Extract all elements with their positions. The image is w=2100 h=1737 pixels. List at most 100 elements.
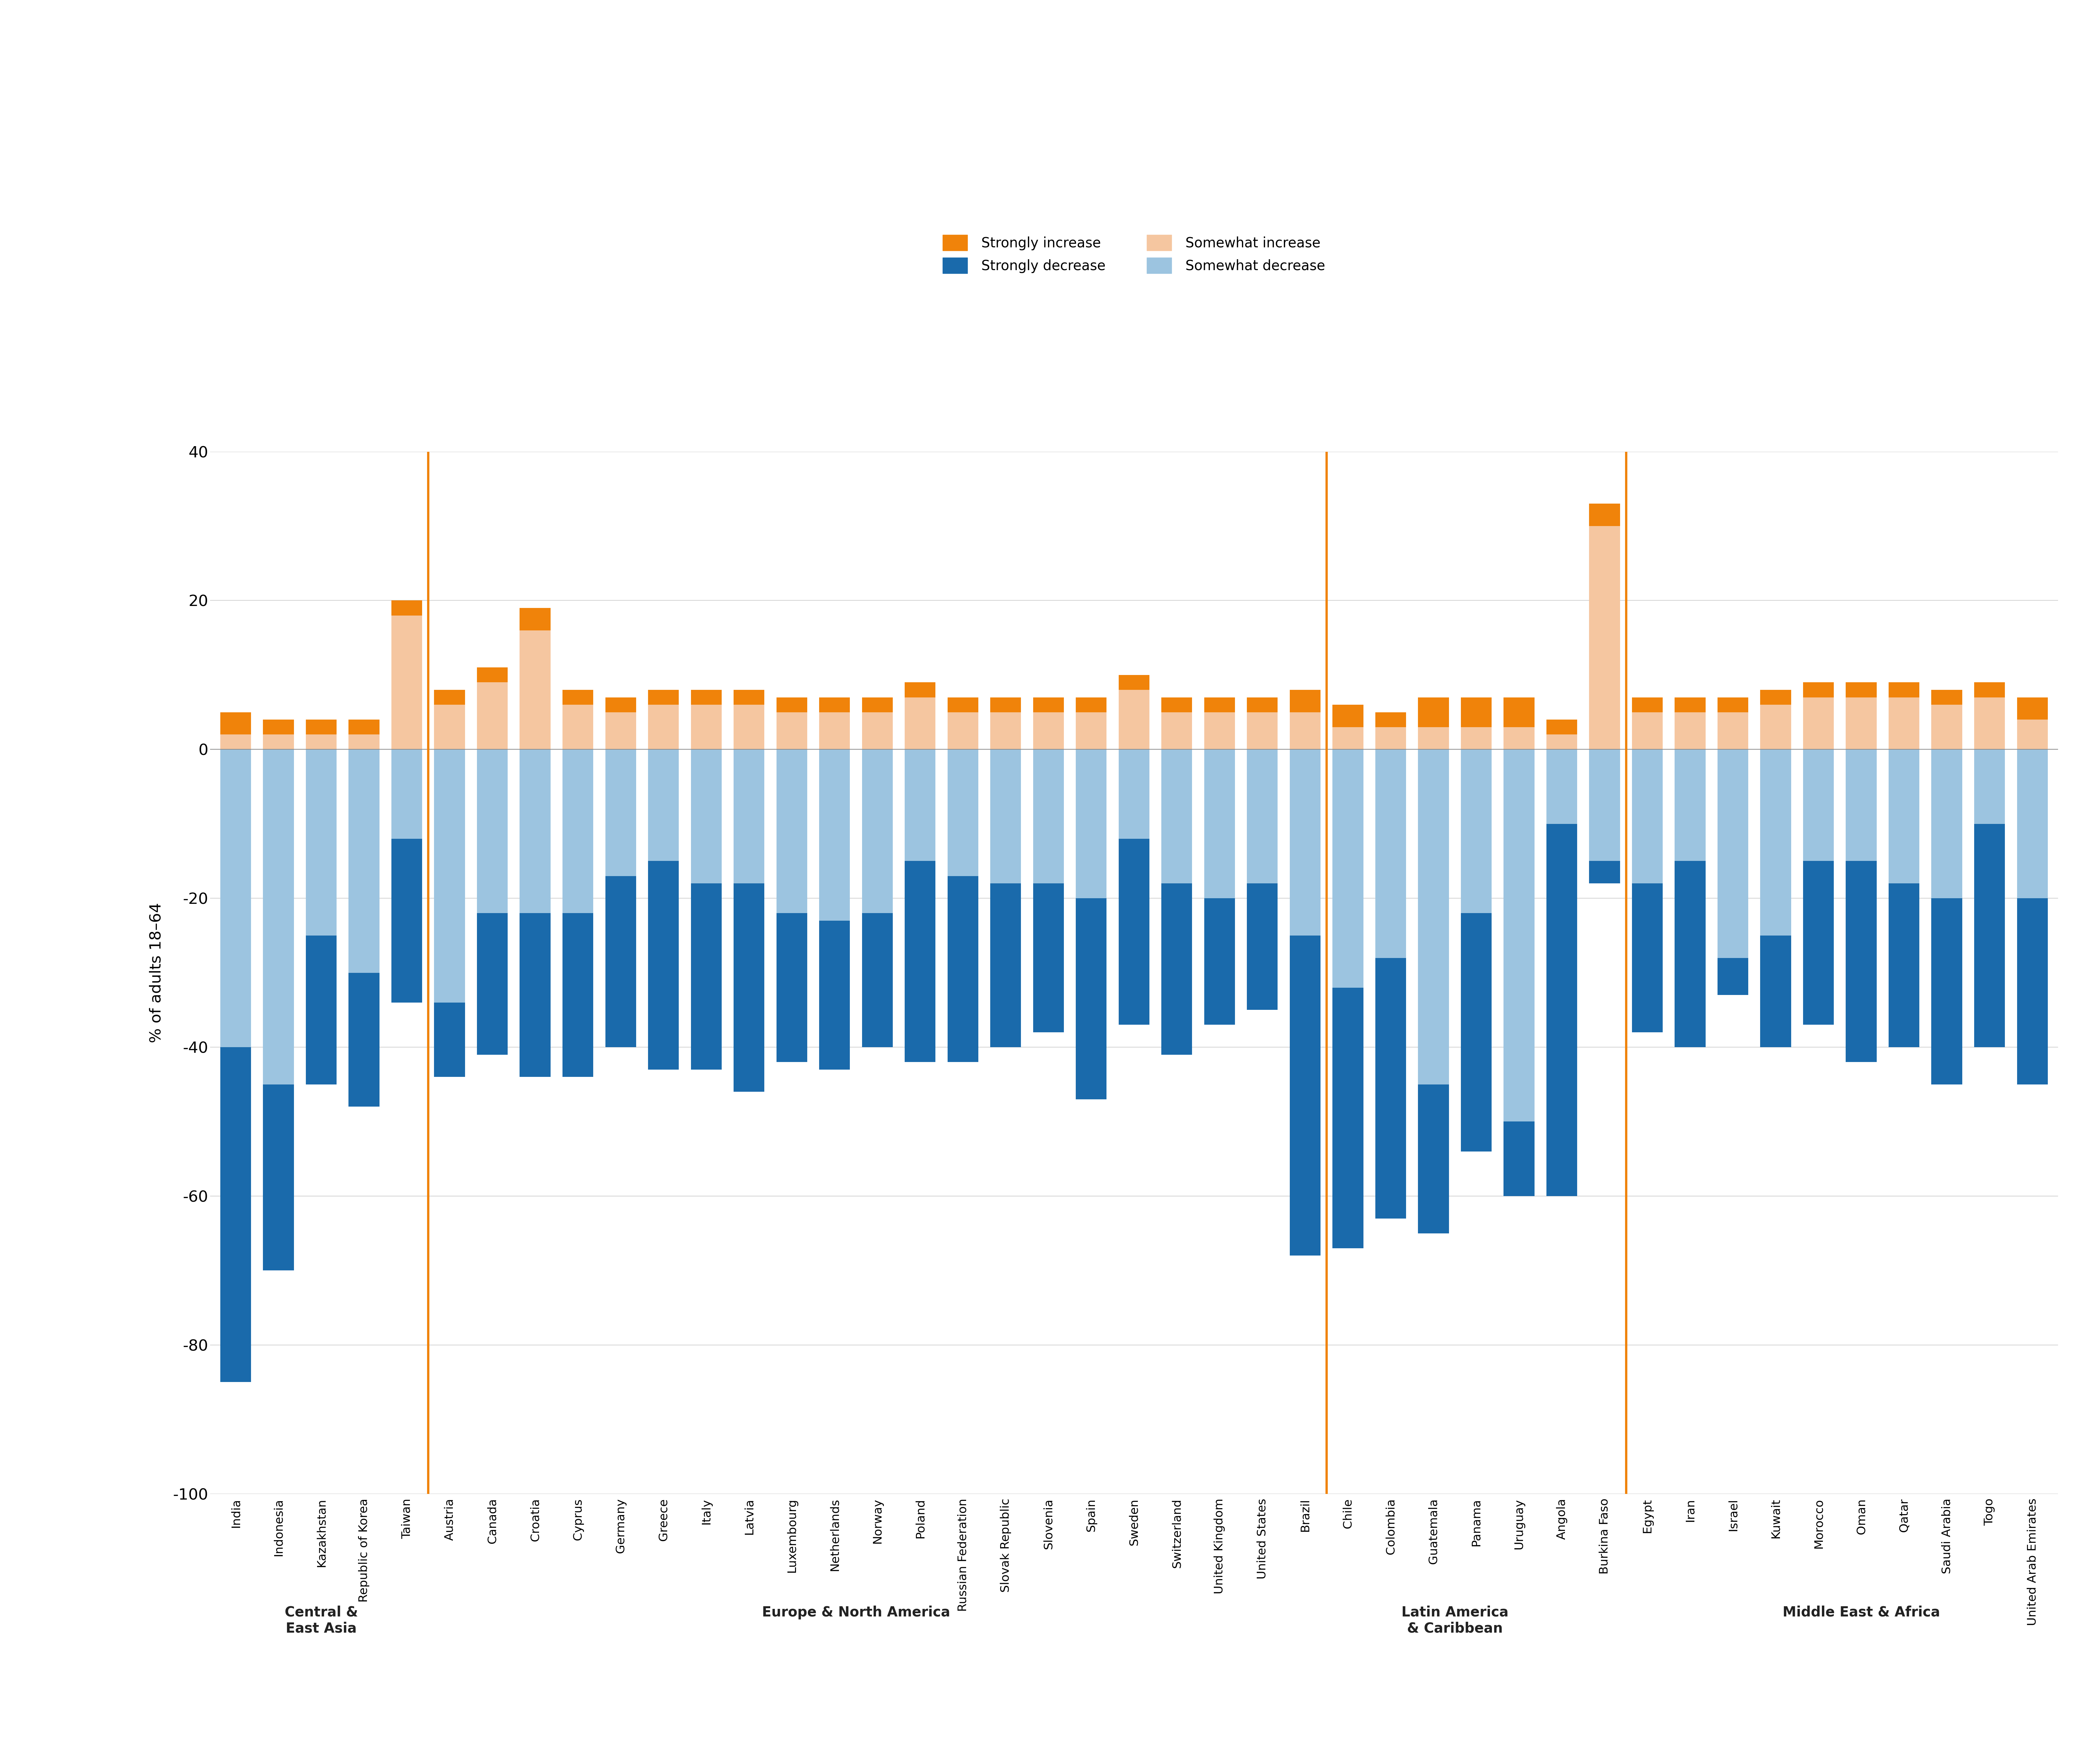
Text: Central &
East Asia: Central & East Asia: [286, 1605, 357, 1636]
Bar: [307, 749, 336, 936]
Bar: [1033, 749, 1065, 884]
Bar: [1418, 697, 1449, 728]
Bar: [947, 749, 979, 875]
Bar: [861, 712, 892, 749]
Bar: [1888, 749, 1919, 884]
Legend: Strongly increase, Strongly decrease, Somewhat increase, Somewhat decrease: Strongly increase, Strongly decrease, So…: [937, 229, 1331, 280]
Bar: [2016, 719, 2047, 749]
Bar: [1888, 884, 1919, 1047]
Bar: [477, 914, 508, 1054]
Bar: [307, 936, 336, 1084]
Bar: [519, 749, 550, 914]
Bar: [477, 667, 508, 683]
Bar: [1804, 683, 1833, 697]
Bar: [1546, 749, 1577, 823]
Bar: [2016, 749, 2047, 898]
Bar: [1033, 697, 1065, 712]
Bar: [1546, 735, 1577, 749]
Bar: [819, 921, 850, 1070]
Bar: [391, 749, 422, 839]
Bar: [1161, 884, 1193, 1054]
Bar: [1247, 749, 1277, 884]
Bar: [435, 1002, 464, 1077]
Bar: [2016, 898, 2047, 1084]
Bar: [519, 608, 550, 631]
Bar: [349, 719, 380, 735]
Bar: [349, 735, 380, 749]
Bar: [861, 749, 892, 914]
Bar: [1718, 712, 1749, 749]
Bar: [777, 749, 806, 914]
Bar: [1289, 749, 1321, 936]
Bar: [349, 973, 380, 1106]
Bar: [1760, 936, 1791, 1047]
Bar: [1804, 862, 1833, 1025]
Bar: [1376, 712, 1407, 728]
Bar: [819, 712, 850, 749]
Bar: [1718, 697, 1749, 712]
Bar: [1033, 884, 1065, 1032]
Bar: [391, 601, 422, 615]
Bar: [1846, 749, 1877, 862]
Bar: [1247, 884, 1277, 1009]
Bar: [1247, 712, 1277, 749]
Bar: [733, 705, 764, 749]
Bar: [691, 884, 722, 1070]
Bar: [1590, 749, 1619, 862]
Bar: [1289, 712, 1321, 749]
Bar: [1334, 988, 1363, 1249]
Bar: [947, 875, 979, 1061]
Bar: [991, 712, 1021, 749]
Bar: [519, 914, 550, 1077]
Bar: [819, 749, 850, 921]
Bar: [1974, 683, 2006, 697]
Bar: [1974, 823, 2006, 1047]
Bar: [1119, 690, 1149, 749]
Bar: [905, 697, 934, 749]
Bar: [1590, 504, 1619, 526]
Text: Middle East & Africa: Middle East & Africa: [1783, 1605, 1940, 1619]
Bar: [1418, 1084, 1449, 1233]
Bar: [221, 1047, 252, 1383]
Bar: [1161, 712, 1193, 749]
Bar: [733, 690, 764, 705]
Bar: [1334, 749, 1363, 988]
Bar: [947, 697, 979, 712]
Bar: [1075, 749, 1107, 898]
Bar: [1546, 823, 1577, 1197]
Bar: [1718, 749, 1749, 957]
Bar: [1161, 697, 1193, 712]
Bar: [1119, 749, 1149, 839]
Bar: [435, 690, 464, 705]
Bar: [221, 735, 252, 749]
Bar: [947, 712, 979, 749]
Bar: [1974, 697, 2006, 749]
Bar: [1804, 697, 1833, 749]
Bar: [819, 697, 850, 712]
Bar: [1418, 728, 1449, 749]
Bar: [777, 697, 806, 712]
Bar: [733, 884, 764, 1093]
Bar: [649, 749, 678, 862]
Bar: [221, 712, 252, 735]
Bar: [307, 735, 336, 749]
Bar: [1504, 1122, 1535, 1197]
Bar: [1203, 898, 1235, 1025]
Bar: [1462, 728, 1491, 749]
Bar: [1504, 728, 1535, 749]
Bar: [1674, 712, 1705, 749]
Bar: [1674, 749, 1705, 862]
Bar: [1075, 898, 1107, 1100]
Text: COVID-19: The impact of the pandemic
on household income (% of adults
aged 18–64: COVID-19: The impact of the pandemic on …: [416, 120, 1220, 236]
Bar: [262, 735, 294, 749]
Bar: [1760, 749, 1791, 936]
Bar: [563, 705, 594, 749]
Bar: [605, 712, 636, 749]
Bar: [262, 719, 294, 735]
Bar: [1932, 898, 1961, 1084]
Bar: [1119, 839, 1149, 1025]
Bar: [1718, 957, 1749, 995]
Bar: [1674, 862, 1705, 1047]
Bar: [2016, 697, 2047, 719]
Bar: [1888, 697, 1919, 749]
